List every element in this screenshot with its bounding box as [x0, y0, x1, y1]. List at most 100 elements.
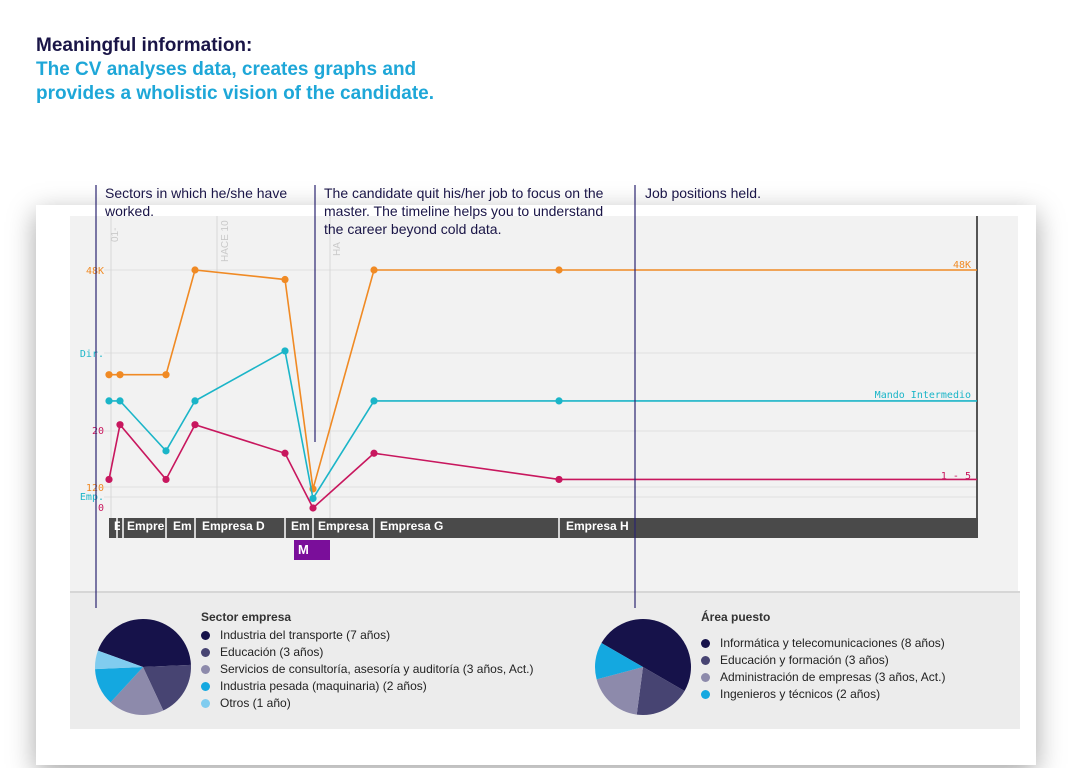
legend-sector-list: Industria del transporte (7 años) Educaci…	[201, 627, 534, 712]
timeline-bar	[109, 518, 978, 538]
pie-area	[595, 619, 691, 715]
legend-sector-swatch	[201, 699, 210, 708]
master-label[interactable]: M	[294, 540, 330, 560]
pie-sector-slice-1[interactable]	[97, 619, 191, 667]
legend-sector-label: Otros (1 año)	[220, 696, 291, 710]
data-point-level[interactable]	[105, 397, 113, 405]
pie-area-slice-3[interactable]	[596, 667, 643, 715]
series-line-salary	[109, 269, 977, 490]
axis-label-level-top: Dir.	[80, 349, 104, 360]
pie-sector-slice-2[interactable]	[143, 664, 191, 711]
timeline-company-6[interactable]: Empresa	[318, 519, 369, 533]
axis-label-rating-top: 20	[92, 426, 104, 437]
data-point-level[interactable]	[191, 397, 199, 405]
pie-area-slice-2[interactable]	[636, 667, 685, 715]
pie-sector-slice-3[interactable]	[110, 667, 164, 715]
legend-area-swatch	[701, 673, 710, 682]
legend-area	[70, 591, 1020, 729]
data-point-salary[interactable]	[191, 266, 199, 274]
timeline-company-5[interactable]: Em	[291, 519, 310, 533]
series-end-label-salary: 48K	[953, 260, 971, 271]
legend-area-list: Informática y telecomunicaciones (8 años…	[701, 635, 945, 703]
data-point-rating[interactable]	[191, 421, 199, 429]
pie-area-slice-4[interactable]	[595, 643, 643, 680]
data-point-salary[interactable]	[105, 371, 113, 379]
gridlines	[104, 269, 977, 498]
data-point-rating[interactable]	[105, 475, 113, 484]
series-end-label-rating: 1 - 5	[941, 471, 971, 482]
data-point-level[interactable]	[555, 397, 563, 405]
legend-sector-swatch	[201, 665, 210, 674]
annotation-positions: Job positions held.	[645, 185, 761, 201]
axis-label-salary-mid: 120	[86, 483, 104, 494]
vert-label-1: 01-	[110, 228, 121, 242]
legend-area-swatch	[701, 656, 710, 665]
timeline-company-3[interactable]: Em	[173, 519, 192, 533]
axis-label-salary-top: 48K	[86, 266, 104, 277]
heading: Meaningful information: The CV analyses …	[36, 34, 476, 106]
legend-sector-label: Industria pesada (maquinaria) (2 años)	[220, 679, 427, 693]
axis-label-level-bottom: Emp.	[80, 492, 104, 503]
legend-sector-label: Servicios de consultoría, asesoría y aud…	[220, 662, 534, 676]
legend-sector-label: Industria del transporte (7 años)	[220, 628, 391, 642]
data-point-salary[interactable]	[162, 371, 170, 379]
legend-area-item-1: Informática y telecomunicaciones (8 años…	[701, 635, 945, 652]
legend-sector-title: Sector empresa	[201, 610, 292, 624]
pie-area-slice-1[interactable]	[601, 619, 691, 691]
annotation-quit: The candidate quit his/her job to focus …	[324, 185, 604, 237]
vert-label-2: HACE 10	[220, 220, 231, 262]
series-line-level	[109, 349, 977, 501]
pie-sector-slice-5[interactable]	[95, 650, 143, 670]
data-point-rating[interactable]	[116, 421, 124, 429]
data-point-salary[interactable]	[555, 266, 563, 274]
data-point-rating[interactable]	[370, 449, 378, 457]
series-layer	[105, 266, 977, 512]
data-point-rating[interactable]	[555, 475, 563, 484]
data-point-rating[interactable]	[162, 475, 170, 484]
data-point-rating[interactable]	[309, 504, 317, 512]
vert-label-3: HA	[332, 242, 343, 256]
data-point-level[interactable]	[116, 397, 124, 405]
data-point-level[interactable]	[370, 397, 378, 405]
legend-area-label: Informática y telecomunicaciones (8 años…	[720, 636, 945, 650]
legend-area-label: Administración de empresas (3 años, Act.…	[720, 670, 946, 684]
legend-area-item-4: Ingenieros y técnicos (2 años)	[701, 686, 945, 703]
pie-sector	[95, 619, 191, 715]
timeline-company-8[interactable]: Empresa H	[566, 519, 629, 533]
timeline-company-4[interactable]: Empresa D	[202, 519, 265, 533]
timeline-company-1[interactable]: E	[114, 519, 120, 533]
data-point-level[interactable]	[281, 347, 289, 355]
data-point-rating[interactable]	[281, 449, 289, 457]
data-point-salary[interactable]	[281, 275, 289, 284]
data-point-level[interactable]	[162, 447, 170, 455]
legend-area-item-2: Educación y formación (3 años)	[701, 652, 945, 669]
heading-subtitle: The CV analyses data, creates graphs and…	[36, 59, 435, 104]
legend-area-swatch	[701, 690, 710, 699]
legend-sector-item-3: Servicios de consultoría, asesoría y aud…	[201, 661, 534, 678]
series-line-rating	[108, 422, 977, 510]
legend-sector-swatch	[201, 631, 210, 640]
legend-sector-swatch	[201, 682, 210, 691]
series-end-label-level: Mando Intermedio	[875, 390, 971, 401]
legend-area-label: Educación y formación (3 años)	[720, 653, 889, 667]
timeline-company-7[interactable]: Empresa G	[380, 519, 444, 533]
timeline-dividers	[116, 518, 560, 538]
legend-sector-item-1: Industria del transporte (7 años)	[201, 627, 534, 644]
legend-sector-item-4: Industria pesada (maquinaria) (2 años)	[201, 678, 534, 695]
data-point-level[interactable]	[309, 494, 317, 503]
timeline-company-2[interactable]: Empre	[127, 519, 164, 533]
legend-sector-swatch	[201, 648, 210, 657]
data-point-salary[interactable]	[116, 371, 124, 379]
axis-label-rating-bottom: 0	[98, 503, 104, 514]
legend-sector-item-2: Educación (3 años)	[201, 644, 534, 661]
data-point-salary[interactable]	[370, 266, 378, 274]
legend-area-title: Área puesto	[701, 610, 771, 624]
legend-sector-label: Educación (3 años)	[220, 645, 324, 659]
legend-sector-item-5: Otros (1 año)	[201, 695, 534, 712]
heading-title: Meaningful information:	[36, 35, 253, 56]
annotation-sectors: Sectors in which he/she have worked.	[105, 185, 288, 219]
legend-area-item-3: Administración de empresas (3 años, Act.…	[701, 669, 945, 686]
pie-sector-slice-4[interactable]	[95, 667, 143, 703]
legend-area-label: Ingenieros y técnicos (2 años)	[720, 687, 881, 701]
